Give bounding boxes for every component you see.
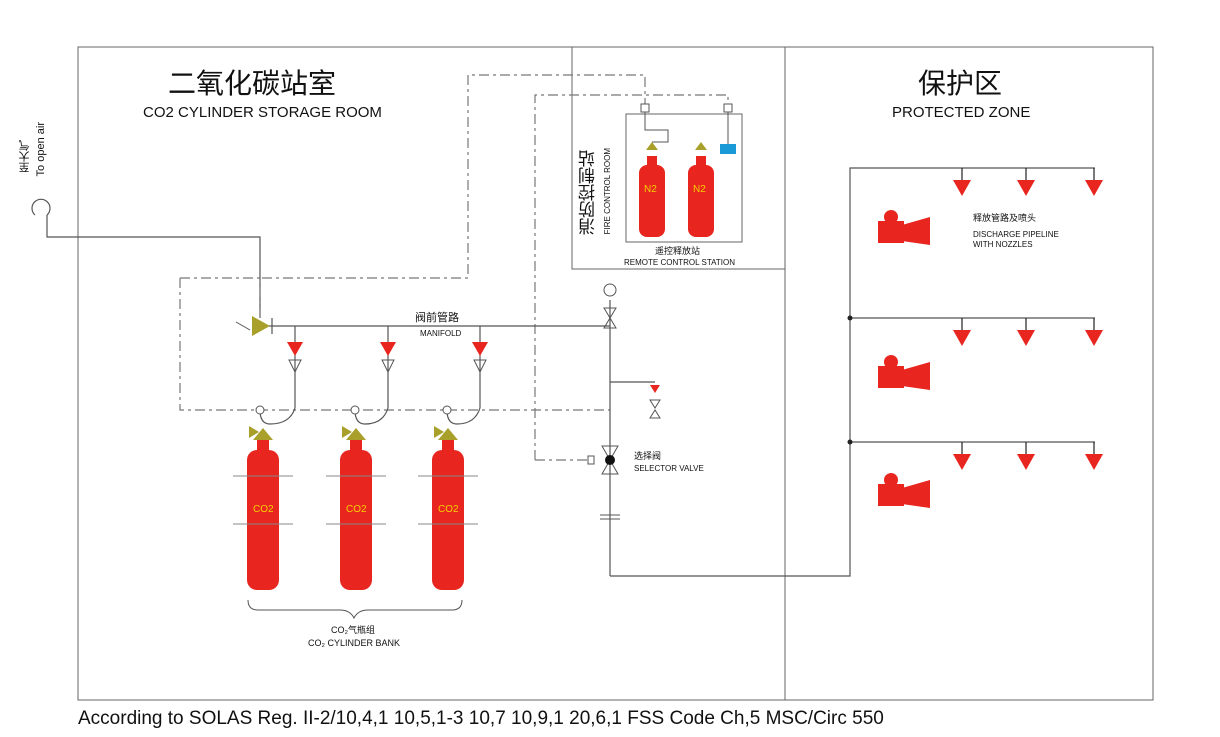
alarm-horn-icon [878,210,930,245]
n2-label: N2 [644,184,657,195]
master-valve [252,316,270,336]
cylinder-bank-en: CO₂ CYLINDER BANK [308,638,401,648]
discharge-label-en-2: WITH NOZZLES [973,240,1033,249]
discharge-main [610,167,1095,577]
remote-station-box [625,113,743,243]
nozzle [952,167,972,197]
cylinder-bank-cn: CO₂气瓶组 [331,625,375,635]
nozzle [1016,167,1036,197]
n2-cylinder [639,142,665,237]
selector-valve-cn: 选择阀 [634,451,662,461]
n2-label: N2 [693,184,706,195]
vent-pipe [46,215,261,318]
storage-room-title-cn: 二氧化碳站室 [168,67,337,100]
co2-cylinder-label: CO2 [438,504,459,515]
protected-zone-title-cn: 保护区 [918,67,1003,100]
nozzle [952,317,972,347]
fire-control-room-box [571,46,786,270]
pilot-line-2 [179,278,610,411]
regulation-footer: According to SOLAS Reg. II-2/10,4,1 10,5… [78,708,884,729]
nozzle [1016,441,1036,471]
alarm-horn-icon [878,355,930,390]
outer-frame [77,46,1154,701]
check-valve [380,326,396,408]
vent-label-en: To open air [35,122,47,177]
co2-cylinder-label: CO2 [346,504,367,515]
nozzle [1084,317,1104,347]
manifold-label-cn: 阀前管路 [415,312,459,324]
protected-zone-title-en: PROTECTED ZONE [892,104,1031,121]
check-valve [287,326,303,408]
discharge-label-cn: 释放管路及喷头 [973,213,1037,223]
manifold-label-en: MANIFOLD [420,329,462,338]
nozzle [1016,317,1036,347]
nozzle [1084,441,1104,471]
nozzle [1084,167,1104,197]
n2-cylinder [688,142,714,237]
pressure-gauge [603,283,617,297]
fire-control-room-en: FIRE CONTROL ROOM [603,148,612,235]
selector-valve-en: SELECTOR VALVE [634,464,704,473]
storage-room-title-en: CO2 CYLINDER STORAGE ROOM [143,104,382,121]
pilot-line-3 [534,94,729,460]
vent-label-cn: 至大气 [19,140,31,173]
nozzle [952,441,972,471]
co2-cylinder-label: CO2 [253,504,274,515]
selector-valve [587,445,619,475]
remote-station-en: REMOTE CONTROL STATION [624,258,735,267]
alarm-horn-icon [878,473,930,508]
control-box-icon [720,144,736,154]
check-valve [472,326,488,408]
pilot-line-1 [259,74,646,318]
vent-hook [31,198,51,216]
fire-control-room-cn: 消防控制站 [579,150,598,235]
discharge-label-en-1: DISCHARGE PIPELINE [973,230,1059,239]
remote-station-cn: 遥控释放站 [655,246,701,256]
